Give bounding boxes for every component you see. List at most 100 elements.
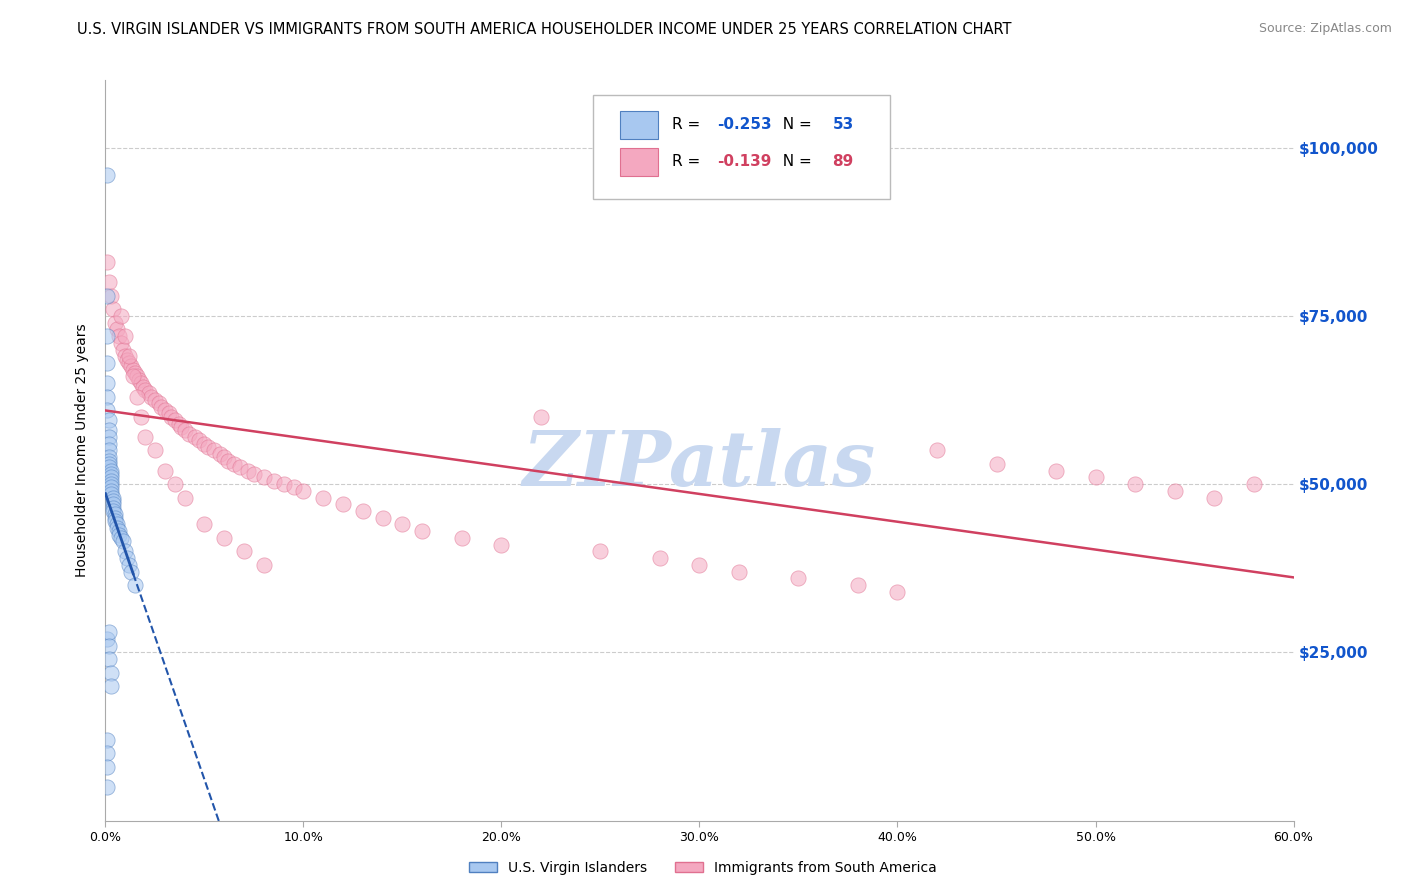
Point [96,760,118,774]
Point [105,322,128,336]
Text: -0.139: -0.139 [717,154,772,169]
Text: N =: N = [773,154,817,169]
Point [728,565,751,579]
Point [100,483,122,498]
Point [100,477,122,491]
Point [112,534,135,549]
Point [153,464,176,478]
Point [104,514,127,528]
Point [115,352,138,367]
Point [120,565,142,579]
Point [197,440,219,454]
Point [96,288,118,302]
Point [214,531,236,545]
Point [100,470,122,484]
Point [689,558,711,572]
Point [98,413,121,427]
Point [1123,477,1146,491]
Point [100,679,122,693]
Point [100,665,122,680]
Point [118,558,141,572]
Point [98,460,121,475]
Point [124,366,146,380]
Point [1045,464,1067,478]
Point [1084,470,1107,484]
Point [100,288,122,302]
Point [236,464,259,478]
Point [100,481,122,495]
Point [202,443,225,458]
Point [124,578,146,592]
Point [138,386,160,401]
Point [134,383,156,397]
Point [183,430,205,444]
Point [98,457,121,471]
Bar [620,111,658,139]
Y-axis label: Householder Income Under 25 years: Householder Income Under 25 years [76,324,90,577]
Point [105,517,128,532]
Point [292,483,315,498]
Point [100,467,122,481]
Point [589,544,612,558]
Point [1204,491,1226,505]
Point [371,510,394,524]
Point [886,584,908,599]
Point [96,390,118,404]
Point [128,373,150,387]
Point [110,531,132,545]
Point [153,403,176,417]
Point [115,551,138,566]
Point [96,376,118,391]
Point [103,497,125,511]
Point [491,538,513,552]
Point [98,430,121,444]
Point [134,430,156,444]
Point [103,500,125,515]
Point [127,390,149,404]
Point [177,426,200,441]
Point [209,447,232,461]
Point [846,578,869,592]
Point [98,625,121,640]
Point [110,335,132,350]
Point [96,632,118,646]
Point [103,494,125,508]
Point [98,443,121,458]
Point [96,356,118,370]
Point [118,356,141,370]
Point [114,544,136,558]
Point [233,544,256,558]
Text: R =: R = [672,154,706,169]
Point [253,558,276,572]
Point [283,481,305,495]
Point [104,510,127,524]
Point [112,343,135,357]
Point [1243,477,1265,491]
Point [648,551,671,566]
Point [104,316,127,330]
Point [217,453,239,467]
Point [411,524,433,539]
Point [229,460,252,475]
Point [96,732,118,747]
Point [122,362,145,376]
Point [118,349,141,363]
Point [243,467,266,481]
Point [98,450,121,465]
Point [98,639,121,653]
Point [170,420,193,434]
Point [98,275,121,289]
Text: 89: 89 [832,154,853,169]
Point [100,464,122,478]
Point [352,504,374,518]
Point [122,369,145,384]
Point [332,497,354,511]
Point [96,168,118,182]
Point [157,407,180,421]
Point [98,423,121,437]
Point [129,409,152,424]
Point [224,457,246,471]
Point [263,474,285,488]
Point [108,527,131,541]
Point [159,409,181,424]
